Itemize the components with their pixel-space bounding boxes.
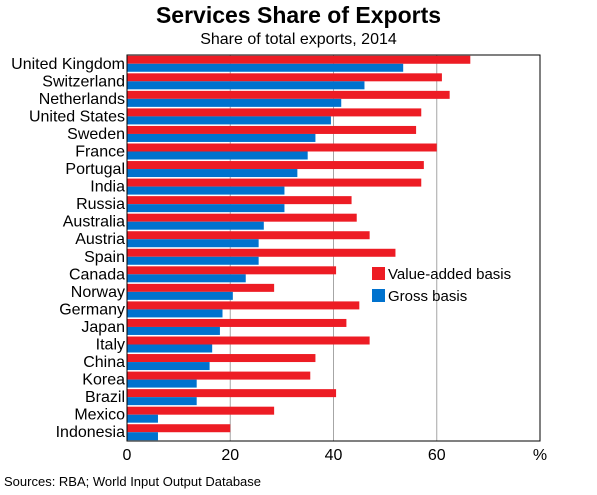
bar-value-added-switzerland [127, 73, 442, 82]
bar-value-added-china [127, 354, 316, 363]
bar-chart: United KingdomSwitzerlandNetherlandsUnit… [11, 54, 548, 464]
category-label: Sweden [67, 126, 125, 143]
category-label: Netherlands [39, 91, 125, 108]
category-label: Spain [84, 249, 125, 266]
bar-gross-switzerland [127, 81, 365, 90]
x-tick-label: 60 [428, 447, 446, 464]
category-label: Norway [71, 284, 125, 301]
plot-frame [126, 54, 541, 442]
bar-value-added-austria [127, 231, 370, 240]
bar-gross-sweden [127, 133, 316, 142]
bar-gross-india [127, 186, 285, 195]
category-label: Japan [81, 319, 125, 336]
legend: Value-added basis Gross basis [372, 266, 511, 305]
bars [127, 55, 471, 441]
source-note: Sources: RBA; World Input Output Databas… [4, 474, 262, 489]
bar-gross-netherlands [127, 98, 342, 107]
bar-gross-norway [127, 291, 233, 300]
bar-gross-italy [127, 344, 213, 353]
category-label: Portugal [65, 161, 125, 178]
bar-gross-united-kingdom [127, 63, 404, 72]
bar-value-added-canada [127, 266, 337, 275]
category-labels: United KingdomSwitzerlandNetherlandsUnit… [11, 56, 125, 441]
bar-gross-united-states [127, 116, 331, 125]
bar-gross-indonesia [127, 432, 158, 441]
bar-gross-russia [127, 204, 285, 213]
bar-gross-canada [127, 274, 246, 283]
bar-value-added-italy [127, 336, 370, 345]
bar-value-added-norway [127, 283, 275, 292]
legend-swatch [372, 267, 385, 280]
bar-value-added-indonesia [127, 424, 231, 433]
chart-title: Services Share of Exports [155, 2, 442, 28]
bar-gross-france [127, 151, 308, 160]
bar-value-added-russia [127, 196, 352, 205]
category-label: Mexico [74, 407, 125, 424]
x-unit-label: % [533, 447, 547, 464]
legend-label: Value-added basis [388, 266, 511, 283]
bar-gross-australia [127, 221, 264, 230]
x-tick-label: 20 [221, 447, 239, 464]
category-label: United States [29, 108, 125, 125]
legend-swatch [372, 289, 385, 302]
category-label: Italy [96, 337, 125, 354]
legend-label: Gross basis [388, 288, 467, 305]
bar-value-added-japan [127, 318, 347, 327]
bar-value-added-sweden [127, 125, 417, 134]
chart-subtitle: Share of total exports, 2014 [200, 31, 397, 48]
category-label: Australia [63, 214, 125, 231]
bar-value-added-portugal [127, 161, 424, 170]
category-label: Korea [82, 372, 125, 389]
bar-value-added-brazil [127, 389, 337, 398]
bar-gross-austria [127, 239, 259, 248]
x-tick-label: 40 [325, 447, 343, 464]
category-label: China [83, 354, 125, 371]
bar-gross-korea [127, 379, 197, 388]
x-tick-label: 0 [123, 447, 132, 464]
category-label: Canada [69, 266, 125, 283]
bar-value-added-france [127, 143, 437, 152]
category-label: Brazil [85, 389, 125, 406]
bar-gross-brazil [127, 397, 197, 406]
category-label: India [90, 179, 125, 196]
category-label: Indonesia [56, 424, 125, 441]
bar-gross-japan [127, 326, 220, 335]
category-label: United Kingdom [11, 56, 125, 73]
bar-value-added-mexico [127, 406, 275, 415]
bar-value-added-united-states [127, 108, 422, 117]
bar-value-added-korea [127, 371, 311, 380]
bar-value-added-australia [127, 213, 357, 222]
bar-gross-portugal [127, 169, 298, 178]
bar-value-added-germany [127, 301, 360, 310]
category-label: Russia [76, 196, 125, 213]
x-axis-ticks: 0 20 40 60% [123, 447, 548, 464]
bar-value-added-spain [127, 248, 396, 257]
bar-gross-spain [127, 256, 259, 265]
bar-gross-mexico [127, 414, 158, 423]
category-label: Switzerland [42, 73, 125, 90]
bar-value-added-india [127, 178, 422, 187]
bar-gross-china [127, 362, 210, 371]
bar-value-added-netherlands [127, 90, 450, 99]
category-label: Germany [59, 301, 125, 318]
category-label: France [75, 144, 125, 161]
bar-value-added-united-kingdom [127, 55, 471, 64]
category-label: Austria [75, 231, 125, 248]
bar-gross-germany [127, 309, 223, 318]
